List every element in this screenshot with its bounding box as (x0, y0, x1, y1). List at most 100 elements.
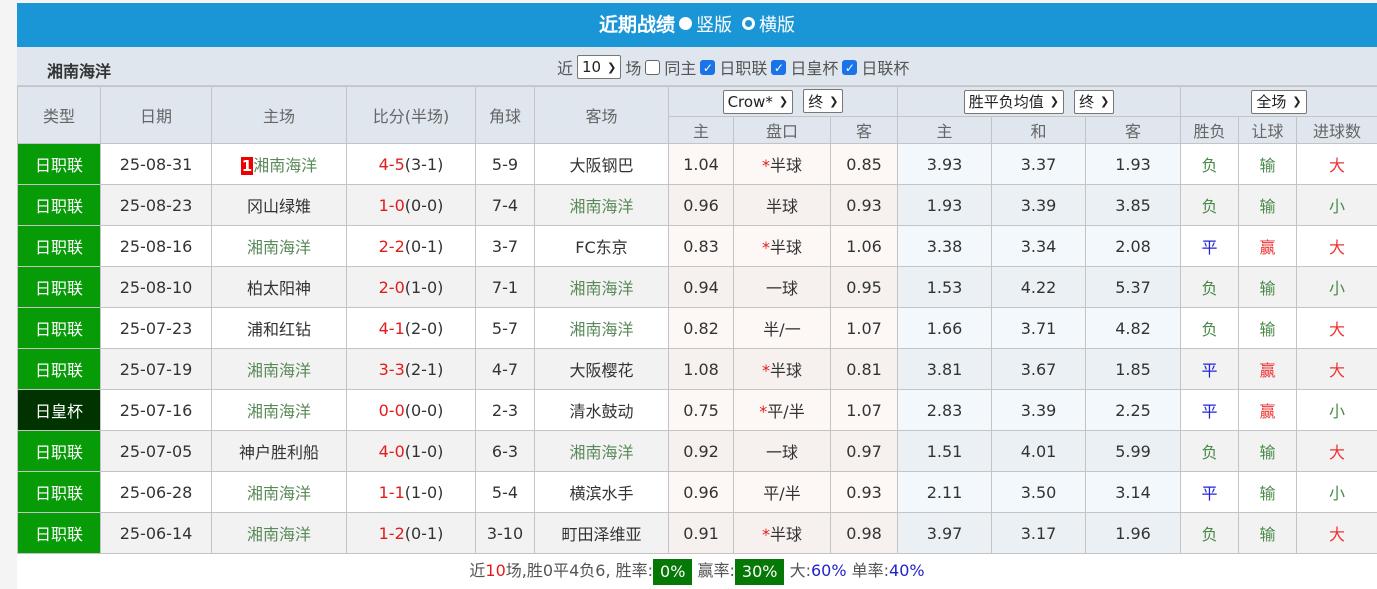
eu-time-select[interactable]: 终 ❯ (1074, 89, 1115, 114)
eu-away-odds: 1.96 (1115, 523, 1151, 543)
eu-home-odds: 3.38 (926, 236, 963, 256)
score-cell[interactable]: 2-2(0-1) (346, 225, 476, 267)
league-badge[interactable]: 日职联 (17, 266, 101, 308)
checkbox-1[interactable]: ✓ (700, 59, 716, 75)
ah-time-select[interactable]: 终 ❯ (803, 89, 844, 114)
scope-select[interactable]: 全场 ❯ (1251, 89, 1307, 114)
league-badge[interactable]: 日职联 (17, 471, 101, 513)
ah-company-select[interactable]: Crow* ❯ (722, 89, 794, 114)
home-cell[interactable]: 湘南海洋 (211, 389, 347, 431)
home-cell[interactable]: 湘南海洋 (211, 512, 347, 554)
handicap-result: 输 (1259, 197, 1276, 216)
score-cell[interactable]: 2-0(1-0) (346, 266, 476, 308)
league-badge[interactable]: 日职联 (17, 512, 101, 554)
eu-home-cell: 1.66 (897, 307, 993, 349)
date-cell: 25-07-05 (100, 430, 212, 472)
score-cell[interactable]: 4-5(3-1) (346, 143, 476, 185)
away-cell[interactable]: 横滨水手 (534, 471, 669, 513)
col-eu-home: 主 (897, 116, 993, 144)
panel-title: 近期战绩 (598, 14, 675, 36)
score-cell[interactable]: 1-2(0-1) (346, 512, 476, 554)
match-count-select[interactable]: 10 ❯ (577, 55, 622, 79)
checkbox-label[interactable]: 同主 (664, 59, 697, 78)
summary-text: 场,胜 (505, 561, 543, 580)
league-badge[interactable]: 日职联 (17, 143, 101, 185)
option-vertical-label[interactable]: 竖版 (695, 15, 732, 36)
summary-text: 负 (579, 561, 596, 580)
league-badge[interactable]: 日职联 (17, 348, 101, 390)
league-name: 日职联 (34, 320, 83, 339)
goals-cell: 小 (1296, 389, 1377, 431)
eu-company-select[interactable]: 胜平负均值 ❯ (963, 89, 1064, 114)
away-cell[interactable]: 町田泽维亚 (534, 512, 669, 554)
away-team: 大阪樱花 (569, 361, 634, 380)
corner-score: 3-10 (486, 523, 524, 543)
home-cell[interactable]: 湘南海洋 (211, 348, 347, 390)
score-cell[interactable]: 3-3(2-1) (346, 348, 476, 390)
eu-header: 胜平负均值 ❯ 终 ❯ (897, 86, 1182, 117)
away-cell[interactable]: 湘南海洋 (534, 307, 669, 349)
away-cell[interactable]: 大阪钢巴 (534, 143, 669, 185)
goals-cell: 大 (1296, 430, 1377, 472)
corner-score: 7-4 (491, 195, 519, 215)
eu-draw-cell: 4.01 (991, 430, 1087, 472)
option-horizontal-label[interactable]: 横版 (759, 15, 796, 36)
result-header: 全场 ❯ (1180, 86, 1377, 117)
home-team: 湘南海洋 (246, 525, 311, 544)
radio-vertical[interactable] (678, 17, 692, 30)
eu-draw-cell: 3.67 (991, 348, 1087, 390)
recent-prefix: 近 (557, 59, 574, 78)
home-cell[interactable]: 浦和红钻 (211, 307, 347, 349)
col-goals: 进球数 (1296, 116, 1377, 144)
half-score: (1-0) (404, 441, 444, 461)
checkbox-label[interactable]: 日皇杯 (790, 59, 839, 78)
wl-cell: 负 (1180, 266, 1240, 308)
league-badge[interactable]: 日职联 (17, 307, 101, 349)
home-cell[interactable]: 冈山绿雉 (211, 184, 347, 226)
score-cell[interactable]: 0-0(0-0) (346, 389, 476, 431)
away-team: 湘南海洋 (569, 320, 634, 339)
home-cell[interactable]: 湘南海洋 (211, 225, 347, 267)
handicap-result: 输 (1259, 443, 1276, 462)
away-cell[interactable]: 湘南海洋 (534, 266, 669, 308)
league-name: 日职联 (34, 484, 83, 503)
eu-away-cell: 2.08 (1085, 225, 1182, 267)
date-cell: 25-06-28 (100, 471, 212, 513)
home-team: 湘南海洋 (246, 361, 311, 380)
match-date: 25-08-10 (119, 277, 193, 297)
ah-away-cell: 1.07 (829, 389, 899, 431)
score-cell[interactable]: 4-0(1-0) (346, 430, 476, 472)
league-badge[interactable]: 日职联 (17, 184, 101, 226)
score-cell[interactable]: 1-0(0-0) (346, 184, 476, 226)
home-cell[interactable]: 神户胜利船 (211, 430, 347, 472)
home-cell[interactable]: 湘南海洋 (211, 471, 347, 513)
home-cell[interactable]: 柏太阳神 (211, 266, 347, 308)
checkbox-label[interactable]: 日职联 (719, 59, 768, 78)
ah-line-cell: 一球 (733, 266, 831, 308)
corner-cell: 7-4 (475, 184, 535, 226)
away-cell[interactable]: 大阪樱花 (534, 348, 669, 390)
checkbox-label[interactable]: 日联杯 (861, 59, 910, 78)
away-cell[interactable]: 清水鼓动 (534, 389, 669, 431)
goals-cell: 大 (1296, 307, 1377, 349)
eu-home-odds: 1.93 (926, 195, 963, 215)
league-badge[interactable]: 日职联 (17, 225, 101, 267)
checkbox-3[interactable]: ✓ (842, 59, 858, 75)
checkbox-0[interactable] (645, 59, 661, 75)
date-cell: 25-07-19 (100, 348, 212, 390)
col-score: 比分(半场) (346, 86, 476, 144)
score-cell[interactable]: 4-1(2-0) (346, 307, 476, 349)
league-badge[interactable]: 日皇杯 (17, 389, 101, 431)
away-cell[interactable]: 湘南海洋 (534, 184, 669, 226)
away-cell[interactable]: FC东京 (534, 225, 669, 267)
radio-horizontal[interactable] (742, 17, 756, 30)
date-cell: 25-08-31 (100, 143, 212, 185)
table-row: 日职联 25-08-31 1湘南海洋 4-5(3-1) 5-9 大阪钢巴 1.04 *半球 0.… (17, 143, 1377, 185)
away-cell[interactable]: 湘南海洋 (534, 430, 669, 472)
ah-line-cell: *平/半 (733, 389, 831, 431)
home-cell[interactable]: 1湘南海洋 (211, 143, 347, 185)
summary: 近10场,胜0平4负6, 胜率: 0% 赢率: 30% 大:60% 单率:40% (17, 554, 1377, 587)
league-badge[interactable]: 日职联 (17, 430, 101, 472)
score-cell[interactable]: 1-1(1-0) (346, 471, 476, 513)
checkbox-2[interactable]: ✓ (771, 59, 787, 75)
